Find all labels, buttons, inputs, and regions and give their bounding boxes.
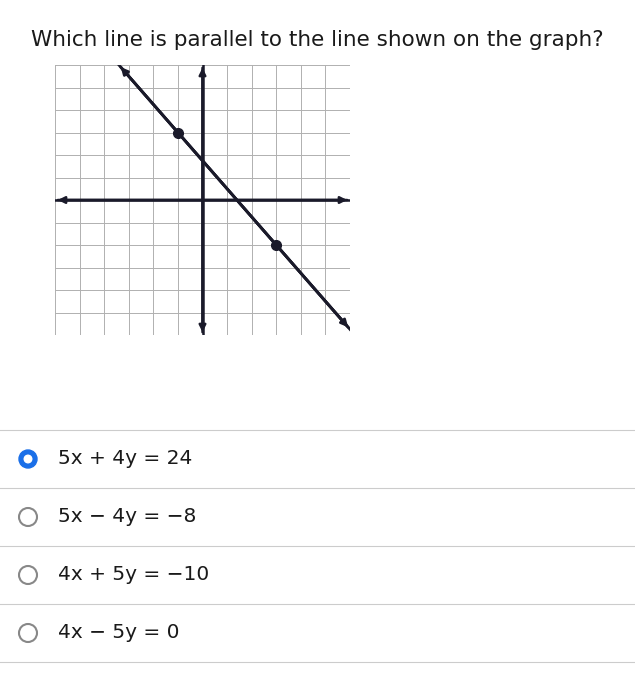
- Text: 5x − 4y = −8: 5x − 4y = −8: [58, 508, 196, 526]
- Circle shape: [19, 508, 37, 526]
- Circle shape: [19, 624, 37, 642]
- Circle shape: [24, 455, 32, 463]
- Text: 4x − 5y = 0: 4x − 5y = 0: [58, 624, 180, 642]
- Text: 5x + 4y = 24: 5x + 4y = 24: [58, 449, 192, 469]
- Text: 4x + 5y = −10: 4x + 5y = −10: [58, 566, 210, 584]
- Circle shape: [19, 566, 37, 584]
- Text: Which line is parallel to the line shown on the graph?: Which line is parallel to the line shown…: [31, 30, 604, 50]
- Circle shape: [19, 450, 37, 468]
